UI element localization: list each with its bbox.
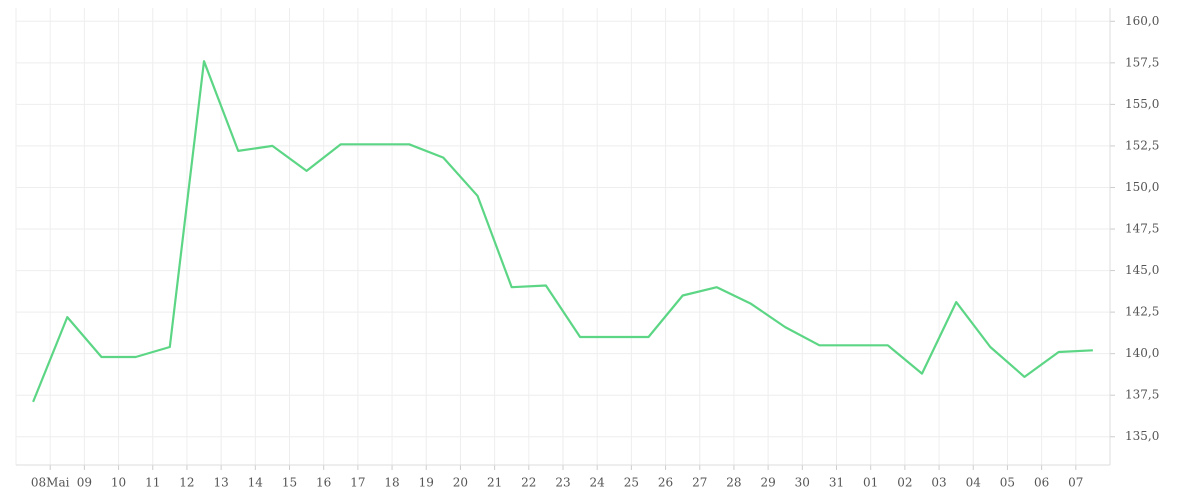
x-tick-label: 25	[624, 476, 639, 490]
x-tick-label: 15	[282, 476, 297, 490]
x-tick-label: 14	[248, 476, 264, 490]
x-tick-label: 26	[658, 476, 673, 490]
y-tick-label: 155,0	[1125, 97, 1159, 111]
x-tick-label: 24	[590, 476, 606, 490]
y-tick-label: 145,0	[1125, 263, 1159, 277]
x-tick-label: 19	[419, 476, 434, 490]
x-tick-label: 28	[726, 476, 741, 490]
x-tick-label: 06	[1034, 476, 1049, 490]
x-tick-label: 02	[897, 476, 912, 490]
x-tick-label: 27	[692, 476, 707, 490]
x-tick-label: 20	[453, 476, 468, 490]
x-tick-label: 17	[350, 476, 365, 490]
x-tick-label: 07	[1068, 476, 1083, 490]
y-tick-label: 147,5	[1125, 222, 1159, 236]
x-tick-label: 30	[795, 476, 810, 490]
x-tick-label: 29	[760, 476, 775, 490]
x-tick-label: 05	[1000, 476, 1015, 490]
x-tick-label: 16	[316, 476, 331, 490]
x-tick-label: 10	[111, 476, 126, 490]
y-tick-label: 140,0	[1125, 346, 1159, 360]
y-tick-label: 142,5	[1125, 305, 1159, 319]
y-tick-label: 137,5	[1125, 388, 1159, 402]
x-tick-label: 04	[966, 476, 982, 490]
y-tick-label: 152,5	[1125, 138, 1159, 152]
x-tick-label: 01	[863, 476, 878, 490]
x-tick-label: 13	[213, 476, 228, 490]
x-tick-label: 23	[555, 476, 570, 490]
price-line	[32, 60, 1093, 403]
x-tick-label: 11	[145, 476, 160, 490]
x-tick-label: 21	[487, 476, 502, 490]
x-tick-label: 31	[829, 476, 844, 490]
x-tick-label: 22	[521, 476, 536, 490]
x-tick-label: 03	[931, 476, 946, 490]
y-tick-label: 150,0	[1125, 180, 1159, 194]
x-tick-label: 12	[179, 476, 194, 490]
x-tick-label: 18	[384, 476, 399, 490]
x-tick-label: 09	[77, 476, 92, 490]
x-tick-label: 08Mai	[31, 476, 70, 490]
y-tick-label: 160,0	[1125, 14, 1159, 28]
y-tick-label: 135,0	[1125, 429, 1159, 443]
y-tick-label: 157,5	[1125, 55, 1159, 69]
